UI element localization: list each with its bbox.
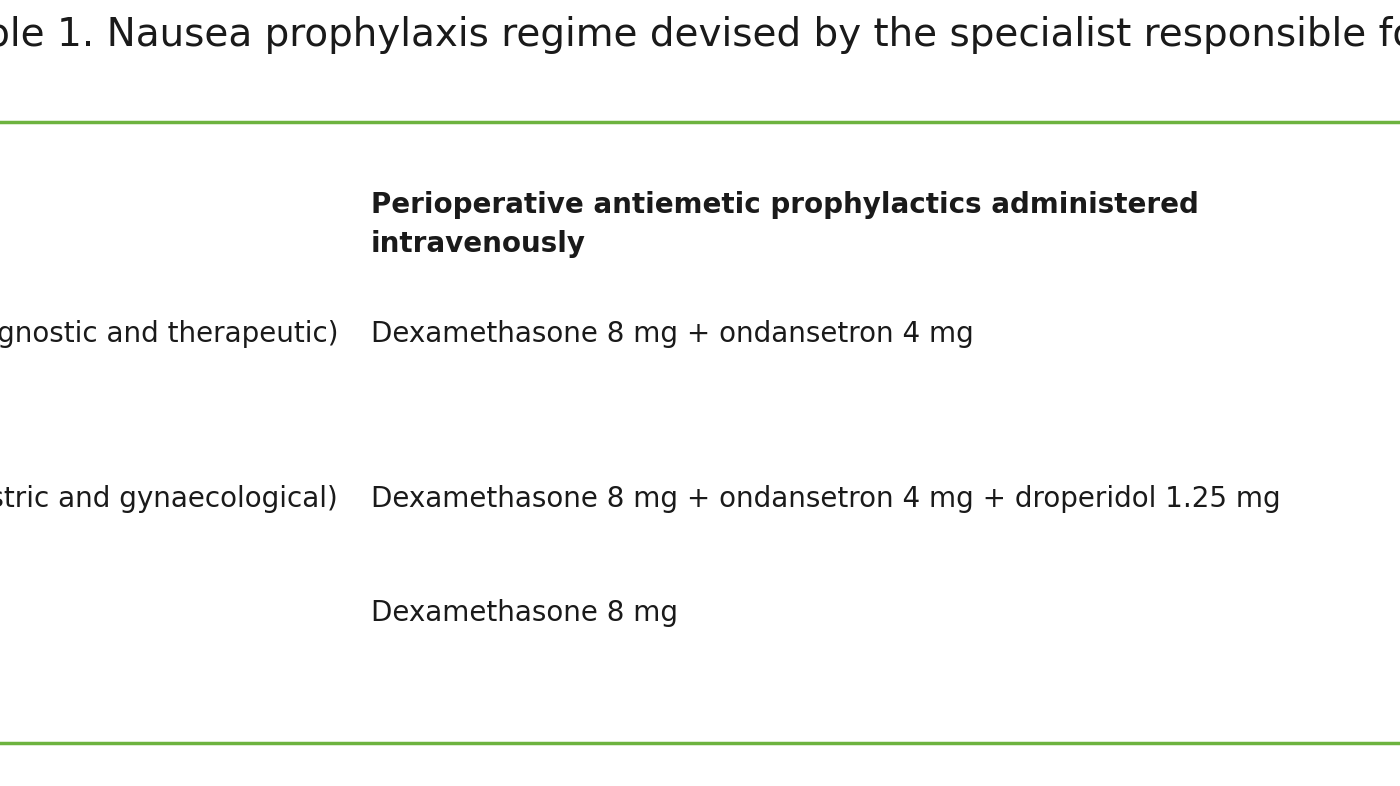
Text: Perioperative antiemetic prophylactics administered
intravenously: Perioperative antiemetic prophylactics a… bbox=[371, 190, 1198, 258]
Text: Dexamethasone 8 mg: Dexamethasone 8 mg bbox=[371, 599, 678, 627]
Text: (gastric and gynaecological): (gastric and gynaecological) bbox=[0, 485, 337, 513]
Text: Dexamethasone 8 mg + ondansetron 4 mg + droperidol 1.25 mg: Dexamethasone 8 mg + ondansetron 4 mg + … bbox=[371, 485, 1281, 513]
Text: (diagnostic and therapeutic): (diagnostic and therapeutic) bbox=[0, 320, 339, 348]
Text: Table 1. Nausea prophylaxis regime devised by the specialist responsible for amb: Table 1. Nausea prophylaxis regime devis… bbox=[0, 17, 1400, 54]
Text: Dexamethasone 8 mg + ondansetron 4 mg: Dexamethasone 8 mg + ondansetron 4 mg bbox=[371, 320, 974, 348]
